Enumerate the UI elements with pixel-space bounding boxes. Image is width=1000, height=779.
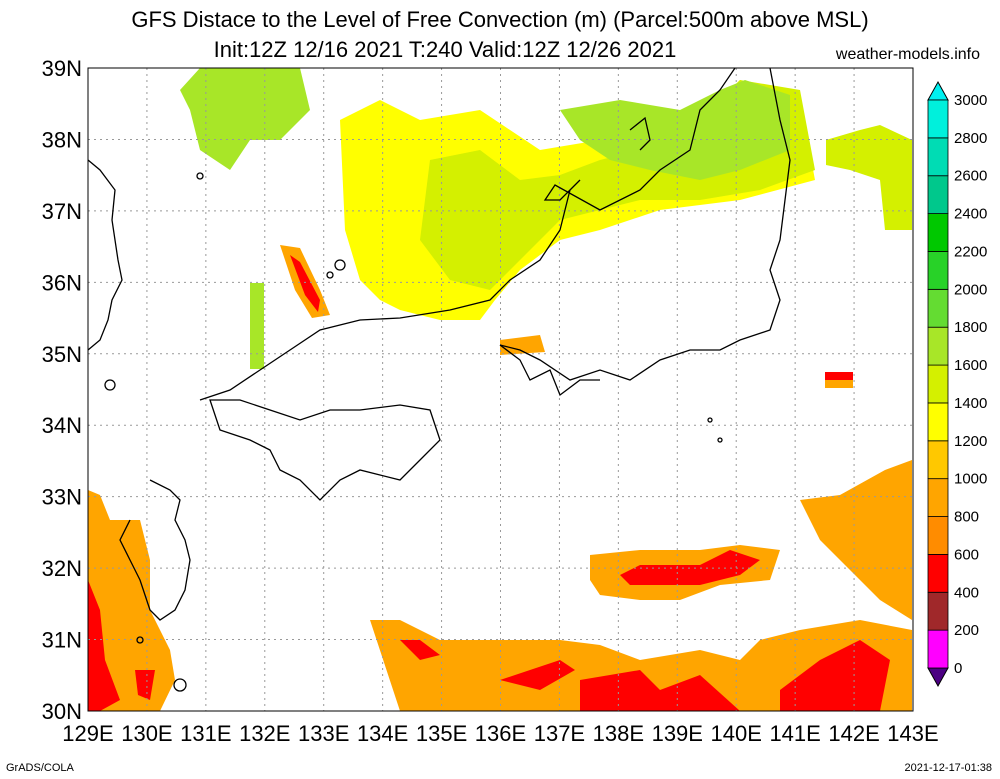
lon-tick-label: 139E	[652, 721, 703, 746]
colorbar-swatch	[927, 516, 949, 555]
field-orange-osaka	[500, 335, 545, 355]
lon-tick-label: 134E	[357, 721, 408, 746]
lon-tick-label: 143E	[887, 721, 938, 746]
colorbar-label: 3000	[954, 92, 987, 109]
colorbar-min-arrow	[927, 667, 949, 688]
colorbar-label: 2000	[954, 281, 987, 298]
colorbar-swatch	[927, 137, 949, 177]
field-red-south-west	[88, 580, 120, 711]
plot-frame	[87, 67, 914, 712]
field-green-northwest	[180, 68, 310, 170]
colorbar-max-arrow	[927, 80, 949, 101]
colorbar-swatch	[927, 288, 949, 328]
lon-axis: 129E 130E 131E 132E 133E 134E 135E 136E 137E 138E…	[62, 721, 938, 746]
colorbar-label: 1600	[954, 357, 987, 374]
lat-tick-label: 33N	[42, 485, 82, 510]
footer-credit: GrADS/COLA	[6, 762, 74, 774]
colorbar-label: 2600	[954, 168, 987, 185]
field-red-south-central	[400, 640, 890, 711]
colorbar-label: 800	[954, 509, 979, 526]
field-green-strip	[250, 283, 264, 369]
lat-tick-label: 34N	[42, 413, 82, 438]
lat-axis: 39N 38N 37N 36N 35N 34N 33N 32N 31N 30N	[42, 56, 82, 724]
colorbar-label: 2400	[954, 206, 987, 223]
field-orange-south-west	[88, 490, 175, 711]
lon-tick-label: 130E	[121, 721, 172, 746]
field-red-mid-south	[620, 550, 760, 585]
colorbar-swatch	[927, 402, 949, 442]
lon-tick-label: 133E	[298, 721, 349, 746]
lat-tick-label: 32N	[42, 556, 82, 581]
site-label: weather-models.info	[835, 46, 980, 63]
colorbar-swatch	[927, 99, 949, 139]
colorbar-swatch	[927, 591, 949, 631]
lon-tick-label: 141E	[769, 721, 820, 746]
lat-tick-label: 35N	[42, 342, 82, 367]
colorbar-label: 2800	[954, 130, 987, 147]
lat-tick-label: 30N	[42, 699, 82, 724]
colorbar-label: 1800	[954, 319, 987, 336]
lat-tick-label: 36N	[42, 270, 82, 295]
colorbar-label: 2200	[954, 243, 987, 260]
field-red-sliver	[290, 255, 320, 312]
lon-tick-label: 140E	[711, 721, 762, 746]
lat-tick-label: 38N	[42, 127, 82, 152]
field-orange-ne-spot	[825, 380, 853, 388]
colorbar: 0 200 400 600 800 1000 1200 1400 1600 1800 2000 220…	[927, 80, 987, 688]
graticule	[88, 68, 913, 711]
lon-tick-label: 138E	[593, 721, 644, 746]
field-green-ne	[826, 125, 912, 230]
map-title: GFS Distace to the Level of Free Convect…	[131, 7, 869, 32]
colorbar-swatch	[927, 251, 949, 290]
field-orange-south-central	[370, 620, 912, 711]
map-subtitle: Init:12Z 12/16 2021 T:240 Valid:12Z 12/2…	[213, 37, 677, 62]
lon-tick-label: 131E	[180, 721, 231, 746]
field-red-sw-2	[135, 670, 155, 700]
colorbar-label: 400	[954, 584, 979, 601]
lon-tick-label: 132E	[239, 721, 290, 746]
footer-timestamp: 2021-12-17-01:38	[904, 762, 992, 774]
colorbar-swatch	[927, 326, 949, 366]
lat-tick-label: 31N	[42, 628, 82, 653]
colorbar-swatch	[927, 213, 949, 252]
colorbar-swatch	[927, 364, 949, 404]
colorbar-label: 0	[954, 660, 962, 677]
lon-tick-label: 129E	[62, 721, 113, 746]
field-green-north	[560, 80, 790, 180]
colorbar-label: 1400	[954, 395, 987, 412]
coastline	[87, 67, 791, 692]
lat-tick-label: 39N	[42, 56, 82, 81]
lat-tick-label: 37N	[42, 199, 82, 224]
field-orange-east	[800, 460, 912, 620]
colorbar-swatch	[927, 440, 949, 480]
lon-tick-label: 135E	[416, 721, 467, 746]
colorbar-label: 1000	[954, 471, 987, 488]
colorbar-label: 200	[954, 622, 979, 639]
lon-tick-label: 137E	[534, 721, 585, 746]
lon-tick-label: 136E	[475, 721, 526, 746]
colorbar-swatch	[927, 629, 949, 669]
lon-tick-label: 142E	[828, 721, 879, 746]
colorbar-swatch	[927, 554, 949, 593]
colorbar-swatch	[927, 175, 949, 215]
colorbar-swatch	[927, 478, 949, 517]
field-layer	[88, 68, 912, 711]
colorbar-label: 1200	[954, 433, 987, 450]
colorbar-label: 600	[954, 546, 979, 563]
